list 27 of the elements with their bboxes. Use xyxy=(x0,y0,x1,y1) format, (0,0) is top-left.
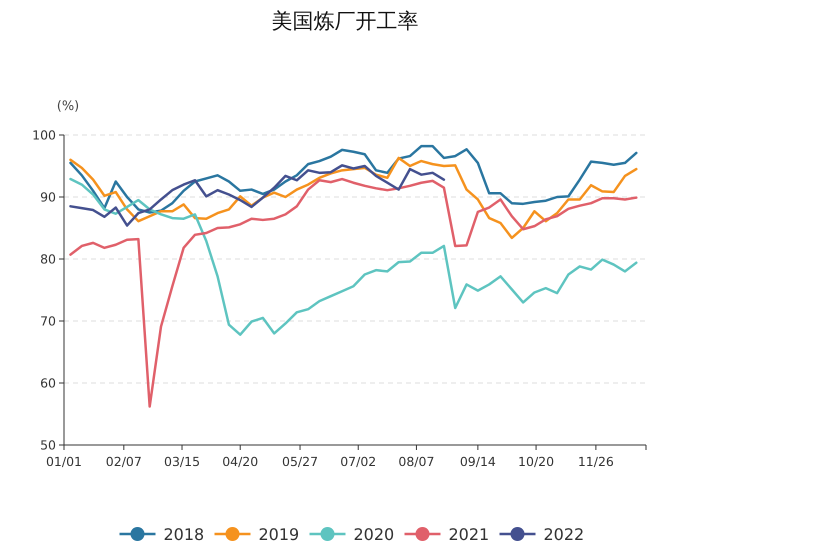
x-tick-label: 03/15 xyxy=(164,454,200,469)
line-series xyxy=(69,144,638,214)
x-tick-label: 02/07 xyxy=(106,454,142,469)
x-tick-label: 09/14 xyxy=(460,454,496,469)
legend-label: 2021 xyxy=(448,525,490,544)
x-tick-label: 10/20 xyxy=(518,454,554,469)
x-tick-label: 01/01 xyxy=(46,454,82,469)
y-tick-label: 70 xyxy=(40,314,56,328)
y-tick-label: 60 xyxy=(40,376,56,390)
y-axis-title: (%) xyxy=(56,99,80,114)
x-tick-label: 04/20 xyxy=(222,454,258,469)
y-tick-label: 50 xyxy=(40,438,56,452)
legend-label: 2018 xyxy=(164,525,204,544)
x-tick-label: 07/02 xyxy=(340,454,376,469)
y-tick-label: 90 xyxy=(40,190,56,204)
y-tick-label: 80 xyxy=(40,252,56,266)
x-tick-label: 05/27 xyxy=(282,454,318,469)
x-tick-label: 11/26 xyxy=(578,454,614,469)
chart-title: 美国炼厂开工率 xyxy=(272,9,418,33)
line-series xyxy=(69,164,446,227)
x-tick-label: 08/07 xyxy=(398,454,434,469)
y-tick-label: 100 xyxy=(32,128,56,142)
legend-label: 2022 xyxy=(544,525,584,544)
line-series xyxy=(69,178,638,408)
legend-label: 2019 xyxy=(258,525,300,544)
legend-label: 2020 xyxy=(354,525,394,544)
line-series xyxy=(69,178,638,336)
